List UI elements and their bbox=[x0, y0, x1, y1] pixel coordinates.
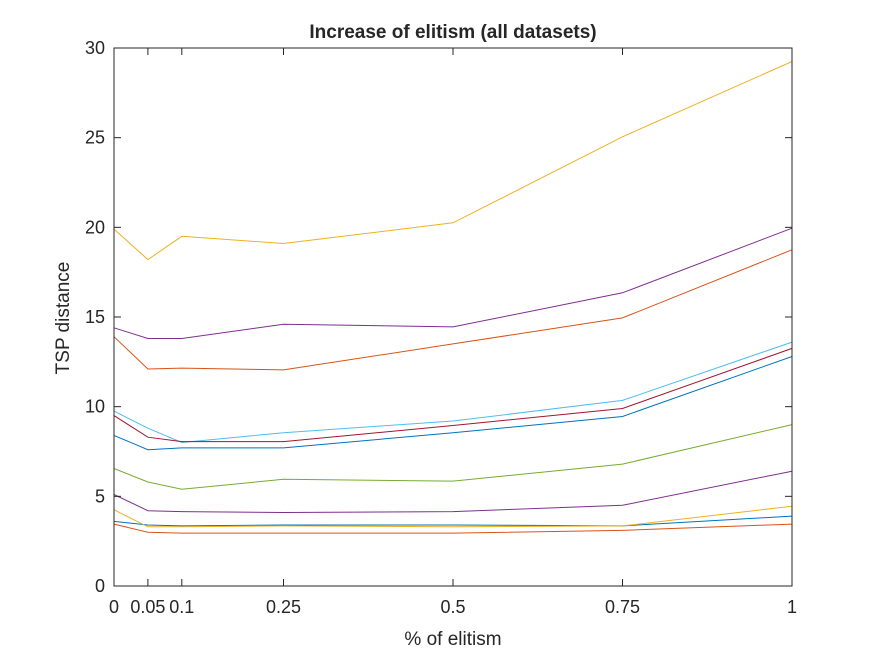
series-line-5 bbox=[113, 424, 793, 490]
y-tick-label: 30 bbox=[85, 38, 105, 58]
series-line-6 bbox=[113, 341, 793, 444]
y-axis-label: TSP distance bbox=[53, 262, 74, 375]
y-axis-ticks: 0 5 10 15 20 25 30 bbox=[85, 38, 792, 596]
series-line-7 bbox=[113, 347, 793, 443]
x-axis-ticks: 0 0.05 0.1 0.25 0.5 0.75 1 bbox=[109, 48, 797, 617]
series-line-10 bbox=[113, 505, 793, 528]
x-tick-label: 0.1 bbox=[169, 597, 194, 617]
series-line-1 bbox=[113, 356, 793, 451]
x-tick-label: 1 bbox=[787, 597, 797, 617]
y-tick-label: 0 bbox=[95, 576, 105, 596]
series-group bbox=[113, 61, 793, 534]
y-tick-label: 10 bbox=[85, 397, 105, 417]
x-tick-label: 0.75 bbox=[605, 597, 640, 617]
x-tick-label: 0.25 bbox=[266, 597, 301, 617]
series-line-3 bbox=[113, 61, 793, 261]
x-tick-label: 0.5 bbox=[440, 597, 465, 617]
x-axis-label: % of elitism bbox=[404, 629, 501, 650]
chart-title: Increase of elitism (all datasets) bbox=[309, 22, 596, 43]
series-line-2 bbox=[113, 249, 793, 371]
plot-area: 0 0.05 0.1 0.25 0.5 0.75 1 0 5 10 15 20 25 30 bbox=[85, 38, 797, 617]
series-line-4 bbox=[113, 227, 793, 339]
x-tick-label: 0.05 bbox=[130, 597, 165, 617]
y-tick-label: 15 bbox=[85, 307, 105, 327]
series-line-11 bbox=[113, 470, 793, 514]
y-tick-label: 20 bbox=[85, 217, 105, 237]
series-line-9 bbox=[113, 523, 793, 534]
axes-box bbox=[113, 47, 793, 587]
y-tick-label: 5 bbox=[95, 486, 105, 506]
y-tick-label: 25 bbox=[85, 128, 105, 148]
x-tick-label: 0 bbox=[109, 597, 119, 617]
